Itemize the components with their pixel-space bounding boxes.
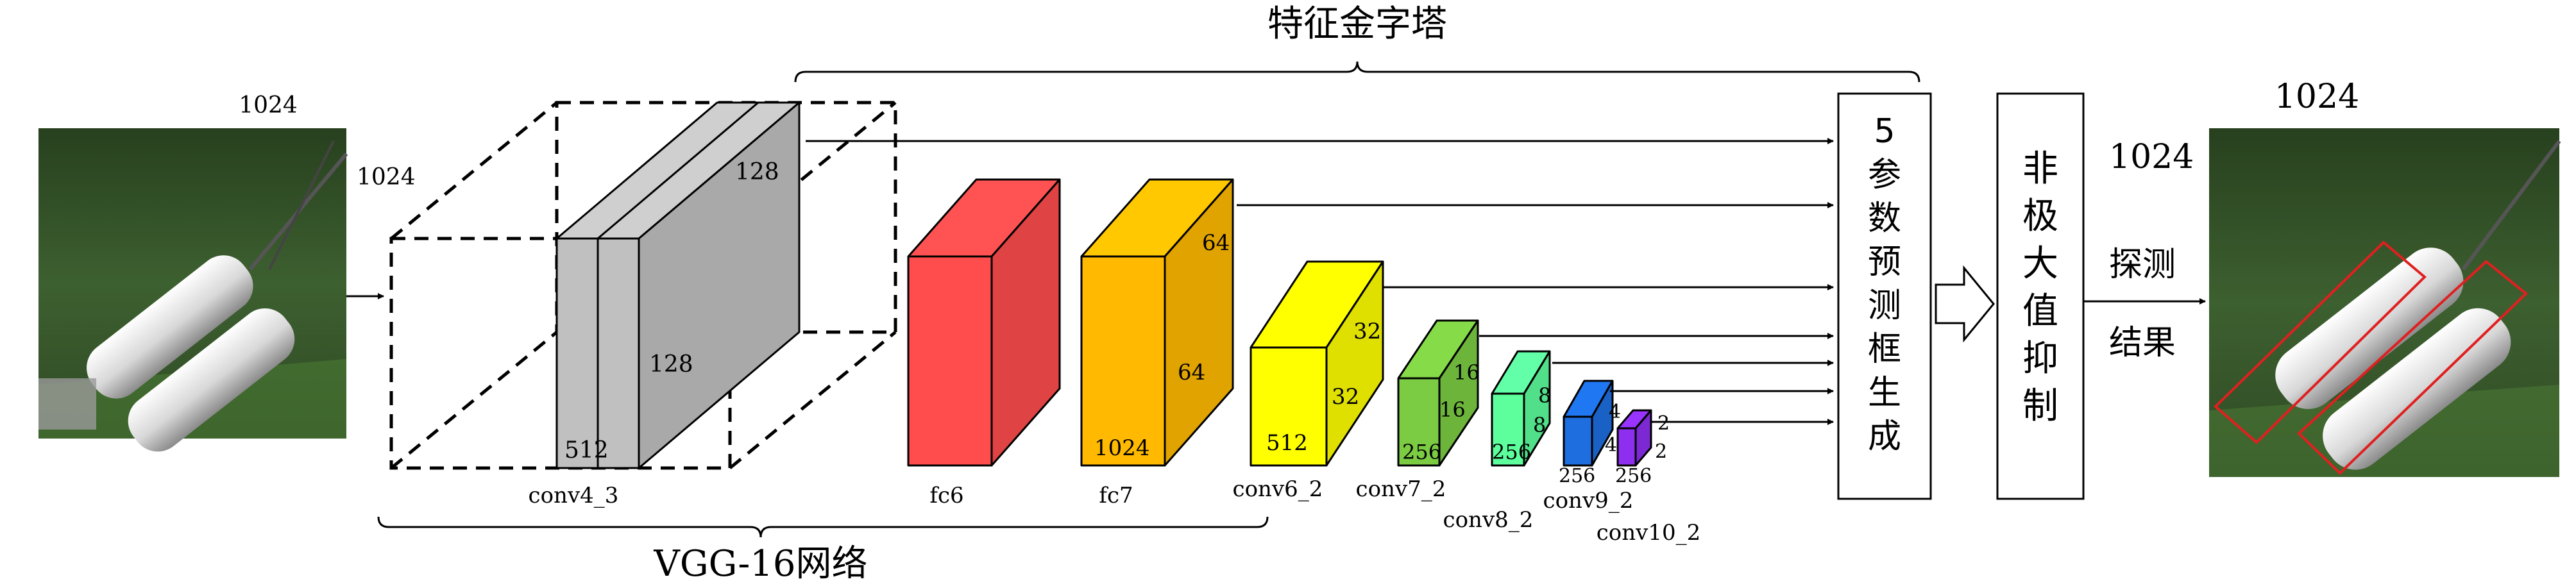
box-gen-char-7: 成 <box>1868 417 1901 456</box>
box-generation-block <box>1837 92 1932 500</box>
output-height-label: 1024 <box>2109 138 2194 176</box>
conv6-2-dim-mid: 32 <box>1332 384 1359 410</box>
conv8-2-dim-mid: 8 <box>1533 413 1546 437</box>
conv4-3-dim-top: 128 <box>735 159 779 185</box>
conv4-3-dim-mid: 128 <box>649 351 693 378</box>
box-gen-char-3: 预 <box>1868 243 1901 281</box>
label-conv7-2: conv7_2 <box>1356 476 1446 502</box>
conv4-3-dim-bottom: 512 <box>564 437 609 464</box>
input-image <box>38 128 348 452</box>
conv10-2-dim-mid: 2 <box>1655 440 1667 463</box>
conv7-2-dim-top: 16 <box>1453 360 1480 385</box>
label-conv8-2: conv8_2 <box>1443 507 1534 533</box>
nms-text: 非 极 大 值 抑 制 <box>2022 148 2058 427</box>
cube-divider-top <box>597 101 759 240</box>
conv7-2-dim-mid: 16 <box>1439 398 1466 422</box>
box-gen-char-4: 测 <box>1868 287 1901 325</box>
conv10-2-dim-bottom: 256 <box>1615 465 1652 487</box>
conv9-2-dim-mid: 4 <box>1605 434 1617 456</box>
nms-char-3: 值 <box>2022 290 2058 332</box>
fc7-dim-top: 64 <box>1202 230 1230 256</box>
box-gen-char-5: 框 <box>1868 330 1901 369</box>
fc7-dim-mid: 64 <box>1178 360 1205 385</box>
cube-front-face <box>1250 346 1328 467</box>
detection-boxes <box>2214 240 2529 475</box>
conv9-2-dim-top: 4 <box>1609 401 1621 423</box>
input-height-label: 1024 <box>357 164 416 190</box>
conv10-2-dim-top: 2 <box>1657 412 1670 435</box>
output-image <box>2209 128 2561 477</box>
label-conv9-2: conv9_2 <box>1543 488 1634 514</box>
feature-arrows <box>806 138 1834 425</box>
cube-front-face <box>1563 415 1593 467</box>
result-label-line1: 探测 <box>2109 246 2176 284</box>
vgg16-title: VGG-16网络 <box>653 543 867 585</box>
cube-front-face <box>1491 392 1525 467</box>
cube-conv9-2 <box>1563 380 1614 467</box>
conv6-2-dim-top: 32 <box>1353 319 1381 344</box>
cube-front-face <box>1080 255 1166 467</box>
label-conv4-3: conv4_3 <box>529 483 619 508</box>
label-conv6-2: conv6_2 <box>1233 476 1323 502</box>
nms-char-2: 大 <box>2022 243 2058 285</box>
cube-conv10-2 <box>1616 409 1652 467</box>
nms-char-1: 极 <box>2022 196 2058 237</box>
cube-conv8-2 <box>1491 350 1551 467</box>
cube-front-face <box>1616 427 1637 467</box>
box-gen-char-1: 参 <box>1868 156 1901 194</box>
cube-fc7 <box>1080 178 1234 467</box>
label-fc6: fc6 <box>929 483 963 508</box>
nms-block <box>1996 92 2085 500</box>
nms-char-0: 非 <box>2022 148 2058 190</box>
hollow-arrow <box>1935 265 1995 343</box>
box-generation-text: 5 参 数 预 测 框 生 成 <box>1868 112 1901 456</box>
result-label-line2: 结果 <box>2109 324 2176 362</box>
cube-front-face <box>907 255 993 467</box>
cube-conv6-2 <box>1250 260 1384 467</box>
fc7-dim-bottom: 1024 <box>1094 435 1150 461</box>
conv8-2-dim-bottom: 256 <box>1492 440 1531 464</box>
conv9-2-dim-bottom: 256 <box>1559 465 1595 487</box>
conv8-2-dim-top: 8 <box>1538 383 1551 408</box>
box-gen-char-0: 5 <box>1874 112 1895 151</box>
box-gen-char-2: 数 <box>1868 199 1901 238</box>
cube-conv7-2 <box>1397 319 1479 467</box>
box-gen-char-6: 生 <box>1868 374 1901 412</box>
nms-char-4: 抑 <box>2022 338 2058 380</box>
feature-pyramid-brace <box>794 61 1920 83</box>
cube-fc6 <box>907 178 1061 467</box>
cube-front-face <box>1397 377 1441 467</box>
label-conv10-2: conv10_2 <box>1597 520 1701 546</box>
output-width-label: 1024 <box>2275 78 2359 116</box>
cube-conv4-3 <box>555 101 801 469</box>
input-width-label: 1024 <box>239 92 298 119</box>
conv6-2-dim-bottom: 512 <box>1266 430 1308 456</box>
feature-pyramid-title: 特征金字塔 <box>1267 3 1447 45</box>
conv7-2-dim-bottom: 256 <box>1402 440 1441 464</box>
label-fc7: fc7 <box>1099 483 1133 508</box>
vgg16-brace <box>377 516 1269 538</box>
nms-char-5: 制 <box>2022 385 2058 427</box>
